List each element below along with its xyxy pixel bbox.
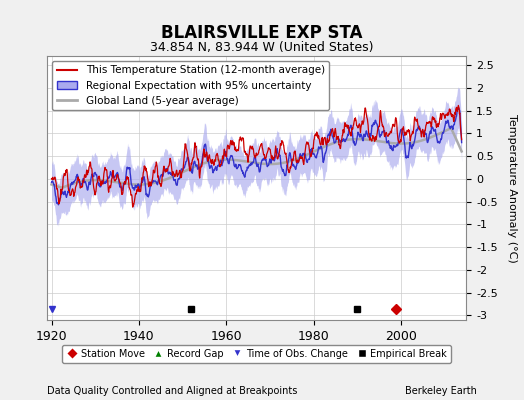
Text: 34.854 N, 83.944 W (United States): 34.854 N, 83.944 W (United States) [150,41,374,54]
Y-axis label: Temperature Anomaly (°C): Temperature Anomaly (°C) [507,114,517,262]
Text: BLAIRSVILLE EXP STA: BLAIRSVILLE EXP STA [161,24,363,42]
Legend: Station Move, Record Gap, Time of Obs. Change, Empirical Break: Station Move, Record Gap, Time of Obs. C… [62,345,451,363]
Text: Data Quality Controlled and Aligned at Breakpoints: Data Quality Controlled and Aligned at B… [47,386,298,396]
Text: Berkeley Earth: Berkeley Earth [405,386,477,396]
